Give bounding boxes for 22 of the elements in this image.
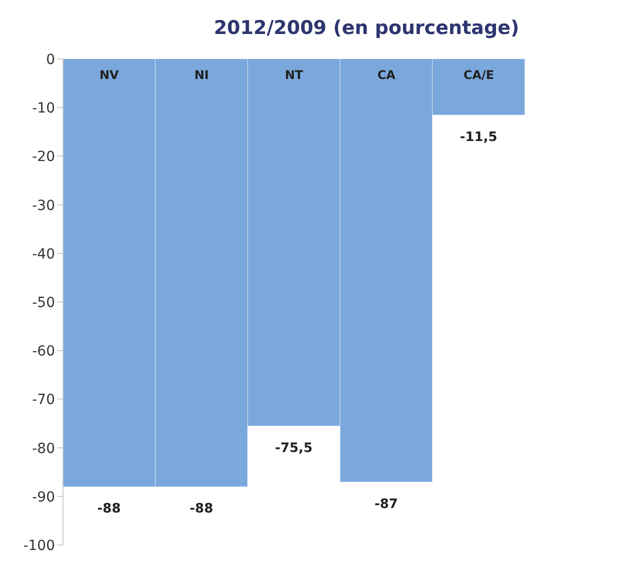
data-label: -88	[97, 502, 121, 517]
x-tick-label: CA	[377, 68, 396, 82]
data-label: -11,5	[460, 130, 498, 145]
chart-title: 2012/2009 (en pourcentage)	[212, 16, 520, 41]
y-tick-label: -70	[32, 392, 55, 408]
y-tick-label: -40	[32, 246, 55, 262]
x-tick-label: NI	[194, 68, 209, 82]
y-tick-label: -10	[32, 100, 55, 117]
x-tick-label: CA/E	[463, 68, 494, 82]
y-tick-label: 0	[46, 52, 55, 68]
y-tick-label: -30	[32, 198, 55, 214]
y-tick-label: -50	[32, 294, 55, 311]
y-tick-label: -20	[32, 149, 55, 166]
y-tick-label: -60	[32, 344, 55, 360]
data-label: -75,5	[275, 440, 313, 456]
y-tick-label: -80	[32, 440, 55, 457]
y-tick-label: -90	[32, 489, 55, 506]
y-tick-label: -100	[23, 538, 55, 554]
data-label: -87	[374, 496, 398, 512]
data-label: -88	[190, 502, 214, 517]
x-tick-label: NT	[284, 68, 304, 82]
x-tick-label: NV	[100, 68, 120, 82]
